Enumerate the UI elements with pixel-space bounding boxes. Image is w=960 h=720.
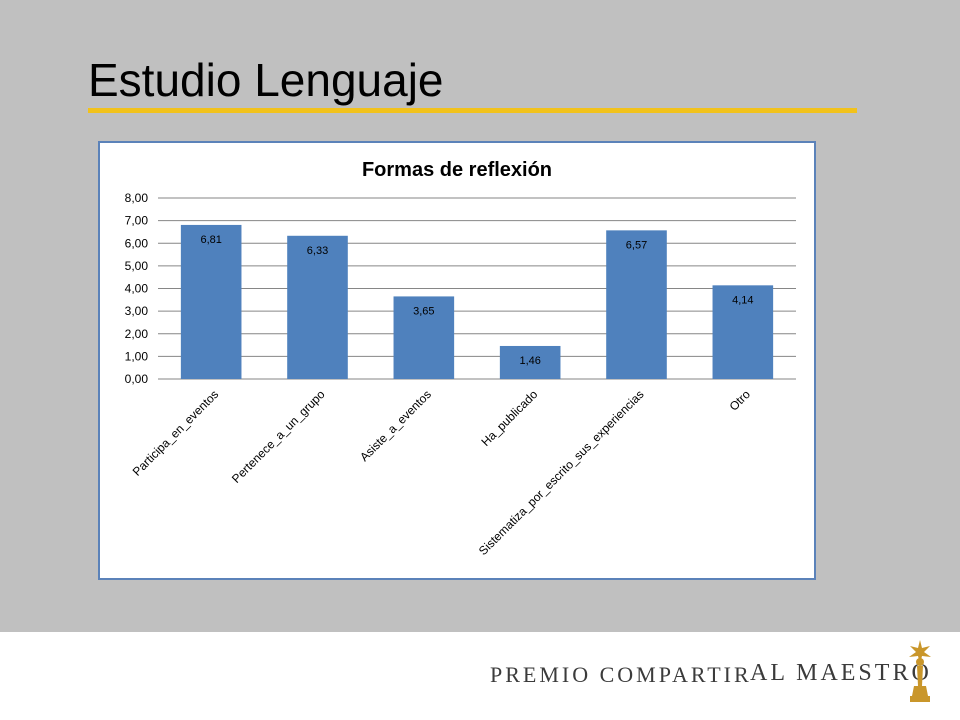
brand-text-premio-compartir: PREMIO COMPARTIR — [490, 662, 752, 687]
title-underline — [88, 108, 857, 113]
footer — [0, 632, 960, 720]
y-tick-label: 7,00 — [125, 214, 149, 228]
bar — [499, 345, 561, 379]
y-tick-label: 1,00 — [125, 349, 149, 363]
gridlines — [158, 197, 796, 380]
y-tick-label: 8,00 — [125, 191, 149, 205]
chart-title: Formas de reflexión — [362, 159, 552, 181]
slide-title: Estudio Lenguaje — [88, 54, 444, 106]
data-label: 3,65 — [413, 305, 434, 317]
x-tick-label: Asiste_a_eventos — [357, 387, 434, 464]
x-tick-label: Otro — [727, 387, 754, 414]
bar — [180, 224, 242, 379]
brand-text-al-maestro: AL MAESTRO — [750, 660, 932, 686]
bar — [393, 296, 455, 379]
x-tick-label: Participa_en_eventos — [130, 387, 222, 479]
bars — [180, 224, 774, 379]
data-label: 1,46 — [519, 355, 540, 367]
x-axis-labels: Participa_en_eventos Pertenece_a_un_grupo… — [130, 387, 753, 558]
y-tick-label: 5,00 — [125, 259, 149, 273]
y-tick-label: 3,00 — [125, 304, 149, 318]
data-label: 6,81 — [200, 234, 221, 246]
y-tick-label: 2,00 — [125, 327, 149, 341]
y-tick-label: 6,00 — [125, 236, 149, 250]
y-tick-label: 4,00 — [125, 282, 149, 296]
bar — [712, 285, 774, 379]
award-statuette-icon — [909, 640, 931, 702]
x-tick-label: Ha_publicado — [478, 387, 540, 449]
x-tick-label: Sistematiza_por_escrito_sus_experiencias — [476, 387, 647, 558]
data-label: 6,33 — [307, 245, 328, 257]
x-tick-label: Pertenece_a_un_grupo — [229, 387, 328, 486]
bar — [287, 235, 348, 379]
y-tick-label: 0,00 — [125, 372, 149, 386]
data-label: 4,14 — [732, 294, 753, 306]
bar — [606, 230, 667, 379]
chart-container: Formas de reflexión 0,00 1,00 2,00 3,00 4,00… — [98, 141, 816, 580]
data-label: 6,57 — [626, 239, 647, 251]
y-axis-ticks: 0,00 1,00 2,00 3,00 4,00 5,00 6,00 7,00 8,00 — [125, 191, 149, 386]
bar-chart: Formas de reflexión 0,00 1,00 2,00 3,00 4,00… — [125, 159, 796, 558]
data-labels: 6,81 6,33 3,65 1,46 6,57 4,14 — [200, 234, 753, 367]
